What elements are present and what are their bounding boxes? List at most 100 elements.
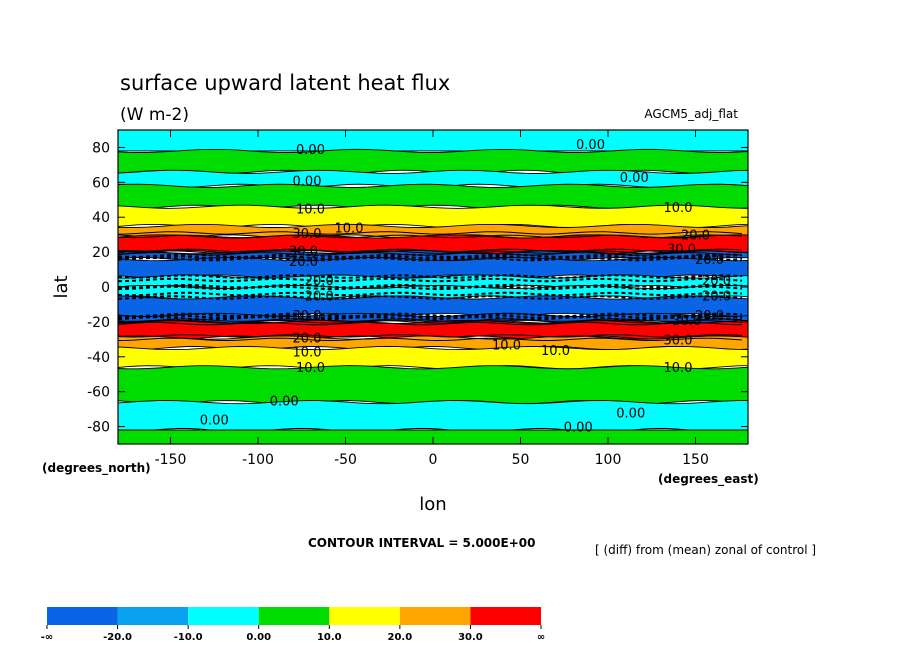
chart-subtitle: (W m-2) bbox=[120, 105, 189, 125]
y-tick-label: -80 bbox=[87, 420, 110, 436]
contour-label: 0.00 bbox=[296, 143, 325, 158]
contour-line bbox=[118, 253, 743, 258]
contour-interval-text: CONTOUR INTERVAL = 5.000E+00 bbox=[308, 536, 535, 550]
contour-label: 30.0 bbox=[293, 309, 322, 324]
contour-label: 10.0 bbox=[664, 201, 693, 216]
y-tick-label: -60 bbox=[87, 385, 110, 401]
x-tick-label: 50 bbox=[512, 452, 530, 468]
legend-swatch bbox=[329, 607, 400, 625]
contour-line bbox=[118, 274, 743, 279]
contour-label: 20.0 bbox=[695, 253, 724, 268]
y-tick-label: 0 bbox=[101, 280, 110, 296]
x-units-label: (degrees_east) bbox=[658, 472, 759, 487]
contour-line bbox=[118, 255, 743, 260]
legend-swatch bbox=[188, 607, 259, 625]
legend-level-label: 0.00 bbox=[246, 632, 271, 643]
contour-line bbox=[118, 321, 743, 326]
contour-line bbox=[118, 277, 743, 283]
contour-label: 20.0 bbox=[293, 332, 322, 347]
contour-label: 20.0 bbox=[681, 229, 710, 244]
contour-label: 0.00 bbox=[270, 394, 299, 409]
description-text: [ (diff) from (mean) zonal of control ] bbox=[595, 543, 816, 557]
contour-label: 20.0 bbox=[702, 274, 731, 289]
x-tick-label: 0 bbox=[429, 452, 438, 468]
contour-label: 20.0 bbox=[305, 274, 334, 289]
y-tick-label: -20 bbox=[87, 315, 110, 331]
contour-label: 30.0 bbox=[289, 244, 318, 259]
legend-swatch bbox=[258, 607, 330, 625]
field-band bbox=[118, 365, 748, 405]
x-tick-label: 100 bbox=[595, 452, 622, 468]
x-tick-label: -100 bbox=[242, 452, 274, 468]
contour-label: 30.0 bbox=[293, 227, 322, 242]
field-bands bbox=[118, 130, 748, 444]
contour-line bbox=[118, 337, 743, 342]
contour-label: 0.00 bbox=[564, 421, 593, 436]
y-axis: 80 60 40 20 0 -20 -40 -60 -80 bbox=[87, 140, 748, 436]
contour-label: 20.0 bbox=[702, 290, 731, 305]
field-band bbox=[118, 183, 748, 209]
legend-level-label: -20.0 bbox=[103, 632, 132, 643]
contour-label: 20.0 bbox=[695, 309, 724, 324]
contour-line bbox=[118, 320, 743, 324]
contour-label: 0.00 bbox=[620, 171, 649, 186]
contour-line bbox=[118, 248, 743, 253]
y-tick-label: 20 bbox=[92, 245, 110, 261]
field-band bbox=[118, 234, 748, 255]
contour-line bbox=[118, 256, 743, 262]
y-units-label: (degrees_north) bbox=[42, 461, 151, 476]
color-legend: -∞ -20.0 -10.0 0.00 10.0 20.0 30.0 ∞ bbox=[41, 607, 545, 643]
x-tick-label: -150 bbox=[155, 452, 187, 468]
contour-label: 0.00 bbox=[576, 138, 605, 153]
contour-line bbox=[118, 312, 743, 318]
contour-line bbox=[118, 334, 743, 338]
contour-label: 10.0 bbox=[335, 222, 364, 237]
y-tick-label: -40 bbox=[87, 350, 110, 366]
contour-line bbox=[118, 291, 743, 297]
contour-label: 10.0 bbox=[296, 361, 325, 376]
contour-label: 30.0 bbox=[667, 243, 696, 258]
contour-line bbox=[118, 295, 743, 300]
x-tick-label: -50 bbox=[334, 452, 357, 468]
y-tick-label: 60 bbox=[92, 175, 110, 191]
legend-level-label: ∞ bbox=[537, 632, 545, 643]
y-axis-label: lat bbox=[51, 275, 72, 298]
contour-label: 10.0 bbox=[293, 346, 322, 361]
field-band bbox=[118, 400, 748, 433]
contour-line bbox=[118, 285, 743, 291]
legend-swatch bbox=[117, 607, 189, 625]
contour-line bbox=[118, 250, 743, 254]
y-tick-label: 80 bbox=[92, 140, 110, 156]
legend-swatch bbox=[470, 607, 541, 625]
contour-label: 10.0 bbox=[664, 361, 693, 376]
x-axis-label: lon bbox=[419, 494, 446, 515]
legend-level-label: 30.0 bbox=[458, 632, 483, 643]
field-band bbox=[118, 335, 748, 351]
experiment-label: AGCM5_adj_flat bbox=[644, 107, 738, 121]
legend-level-label: -∞ bbox=[41, 632, 53, 643]
legend-swatch bbox=[47, 607, 118, 625]
contour-line bbox=[118, 283, 743, 289]
x-tick-label: 150 bbox=[682, 452, 709, 468]
contour-label: 30.0 bbox=[664, 333, 693, 348]
contour-line bbox=[118, 231, 743, 235]
contour-label: 10.0 bbox=[541, 344, 570, 359]
field-band bbox=[118, 148, 748, 174]
contour-label: 30.0 bbox=[672, 314, 701, 329]
contour-line bbox=[118, 318, 743, 322]
contour-label: 20.0 bbox=[289, 255, 318, 270]
x-axis: -150 -100 -50 0 50 100 150 bbox=[155, 130, 709, 468]
contour-label: 0.00 bbox=[616, 407, 645, 422]
contour-label: 10.0 bbox=[492, 339, 521, 354]
y-tick-label: 40 bbox=[92, 210, 110, 226]
chart-title: surface upward latent heat flux bbox=[120, 71, 450, 95]
contour-label: 0.00 bbox=[200, 414, 229, 429]
contour-line bbox=[118, 314, 743, 319]
contour-label: 20.0 bbox=[305, 290, 334, 305]
contour-label: 10.0 bbox=[296, 203, 325, 218]
legend-level-label: -10.0 bbox=[174, 632, 203, 643]
contour-lines bbox=[118, 231, 743, 342]
